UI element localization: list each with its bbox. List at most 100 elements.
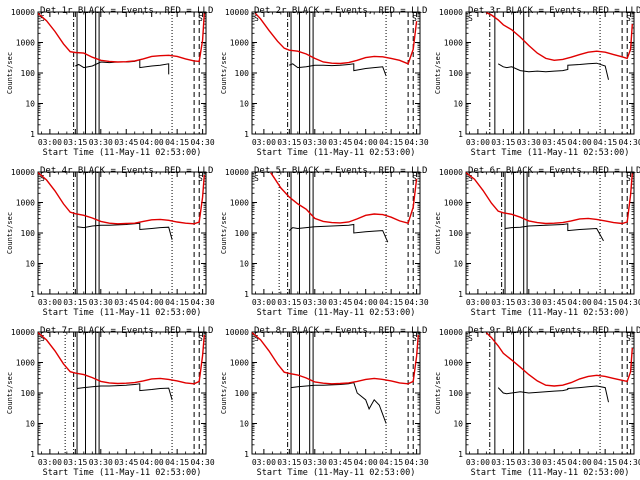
x-tick-label: 04:00 <box>568 458 592 467</box>
series-events-line <box>497 62 609 80</box>
y-tick-label: 1000 <box>230 199 249 208</box>
y-tick-label: 1 <box>244 130 249 139</box>
x-tick-label: 04:15 <box>379 138 403 147</box>
x-axis-label: Start Time (11-May-11 02:53:00) <box>471 308 630 318</box>
y-tick-label: 1 <box>30 450 35 459</box>
y-axis-label: Counts/sec <box>6 372 14 414</box>
y-tick-label: 1 <box>458 130 463 139</box>
flag-right: S <box>198 174 203 183</box>
x-tick-label: 03:15 <box>277 298 301 307</box>
plot-frame <box>465 331 635 455</box>
x-axis-label: Start Time (11-May-11 02:53:00) <box>43 148 202 158</box>
y-tick-label: 10000 <box>439 328 463 337</box>
x-tick-label: 03:30 <box>517 458 541 467</box>
y-tick-label: 10 <box>453 420 463 429</box>
x-tick-label: 03:00 <box>466 138 490 147</box>
plot-frame <box>465 11 635 135</box>
x-tick-label: 03:45 <box>542 458 566 467</box>
y-tick-label: 1000 <box>230 359 249 368</box>
x-tick-label: 03:45 <box>328 298 352 307</box>
y-axis-label: Counts/sec <box>6 212 14 254</box>
panel-det-6: 1 10 100 1000 10000 03:00 03:15 03:30 03:45 04:00… <box>434 166 640 318</box>
y-tick-label: 1 <box>458 450 463 459</box>
x-tick-label: 04:15 <box>593 138 617 147</box>
x-tick-label: 04:00 <box>140 138 164 147</box>
x-tick-label: 04:30 <box>191 298 215 307</box>
series-lld-line <box>254 12 418 65</box>
flag-right: S <box>412 334 417 343</box>
series-events-line <box>497 385 609 403</box>
x-tick-label: 03:00 <box>466 298 490 307</box>
x-tick-label: 03:45 <box>114 458 138 467</box>
panel-det-7: 1 10 100 1000 10000 03:00 03:15 03:30 03:45 04:00… <box>6 326 215 478</box>
flag-right: S <box>626 14 631 23</box>
y-tick-label: 1 <box>244 290 249 299</box>
series-lld-line <box>486 12 633 62</box>
x-tick-label: 04:30 <box>405 298 429 307</box>
y-tick-label: 10000 <box>225 328 249 337</box>
x-tick-label: 04:00 <box>140 458 164 467</box>
panel-title: Det 9r BLACK = Events, RED = LLD <box>468 326 640 336</box>
y-tick-label: 100 <box>235 229 250 238</box>
y-tick-label: 10 <box>453 260 463 269</box>
panel-title: Det 6r BLACK = Events, RED = LLD <box>468 166 640 176</box>
x-tick-label: 03:15 <box>491 298 515 307</box>
series-events-line <box>76 222 173 240</box>
plot-frame <box>37 331 207 455</box>
flag-left: S <box>40 174 45 183</box>
y-axis-label: Counts/sec <box>434 372 442 414</box>
x-tick-label: 04:15 <box>379 458 403 467</box>
x-tick-label: 04:00 <box>568 298 592 307</box>
y-tick-label: 10 <box>25 260 35 269</box>
x-tick-label: 04:15 <box>593 298 617 307</box>
x-axis-label: Start Time (11-May-11 02:53:00) <box>43 468 202 478</box>
plot-frame <box>37 11 207 135</box>
series-lld-line <box>38 12 205 63</box>
flag-right: S <box>626 174 631 183</box>
x-axis-label: Start Time (11-May-11 02:53:00) <box>257 308 416 318</box>
flag-right: S <box>626 334 631 343</box>
flag-left: S <box>254 334 259 343</box>
x-tick-label: 04:00 <box>354 298 378 307</box>
panel-det-1: 1 10 100 1000 10000 03:00 03:15 03:30 03:45 04:00… <box>6 6 215 158</box>
x-tick-label: 04:15 <box>165 298 189 307</box>
y-tick-label: 10 <box>239 260 249 269</box>
flag-right: S <box>198 14 203 23</box>
x-tick-label: 03:30 <box>303 458 327 467</box>
y-tick-label: 10000 <box>439 8 463 17</box>
series-events-line <box>290 382 387 424</box>
x-tick-label: 03:30 <box>89 138 113 147</box>
series-events-line <box>289 63 387 77</box>
y-tick-label: 100 <box>235 389 250 398</box>
x-tick-label: 04:00 <box>354 458 378 467</box>
y-tick-label: 100 <box>21 229 36 238</box>
panel-det-3: 1 10 100 1000 10000 03:00 03:15 03:30 03:45 04:00… <box>434 6 640 158</box>
x-tick-label: 03:15 <box>63 138 87 147</box>
panel-title: Det 7r BLACK = Events, RED = LLD <box>40 326 213 336</box>
series-lld-line <box>485 332 633 387</box>
y-tick-label: 1000 <box>230 39 249 48</box>
flag-left: S <box>468 334 473 343</box>
y-tick-label: 10 <box>239 100 249 109</box>
y-axis-label: Counts/sec <box>220 372 228 414</box>
x-tick-label: 04:30 <box>405 138 429 147</box>
y-tick-label: 10 <box>25 100 35 109</box>
y-tick-label: 100 <box>449 69 464 78</box>
y-axis-label: Counts/sec <box>434 212 442 254</box>
x-tick-label: 04:00 <box>354 138 378 147</box>
panel-det-5: 1 10 100 1000 10000 03:00 03:15 03:30 03:45 04:00… <box>220 166 429 318</box>
y-tick-label: 100 <box>21 389 36 398</box>
y-tick-label: 10000 <box>11 328 35 337</box>
y-tick-label: 10000 <box>11 168 35 177</box>
x-tick-label: 03:15 <box>277 138 301 147</box>
y-tick-label: 100 <box>449 389 464 398</box>
x-tick-label: 04:00 <box>568 138 592 147</box>
y-tick-label: 1000 <box>16 199 35 208</box>
x-tick-label: 04:15 <box>165 458 189 467</box>
y-tick-label: 10000 <box>225 8 249 17</box>
x-tick-label: 04:30 <box>619 458 640 467</box>
series-lld-line <box>38 172 205 225</box>
y-tick-label: 10000 <box>11 8 35 17</box>
x-tick-label: 03:00 <box>252 298 276 307</box>
x-tick-label: 03:45 <box>328 458 352 467</box>
